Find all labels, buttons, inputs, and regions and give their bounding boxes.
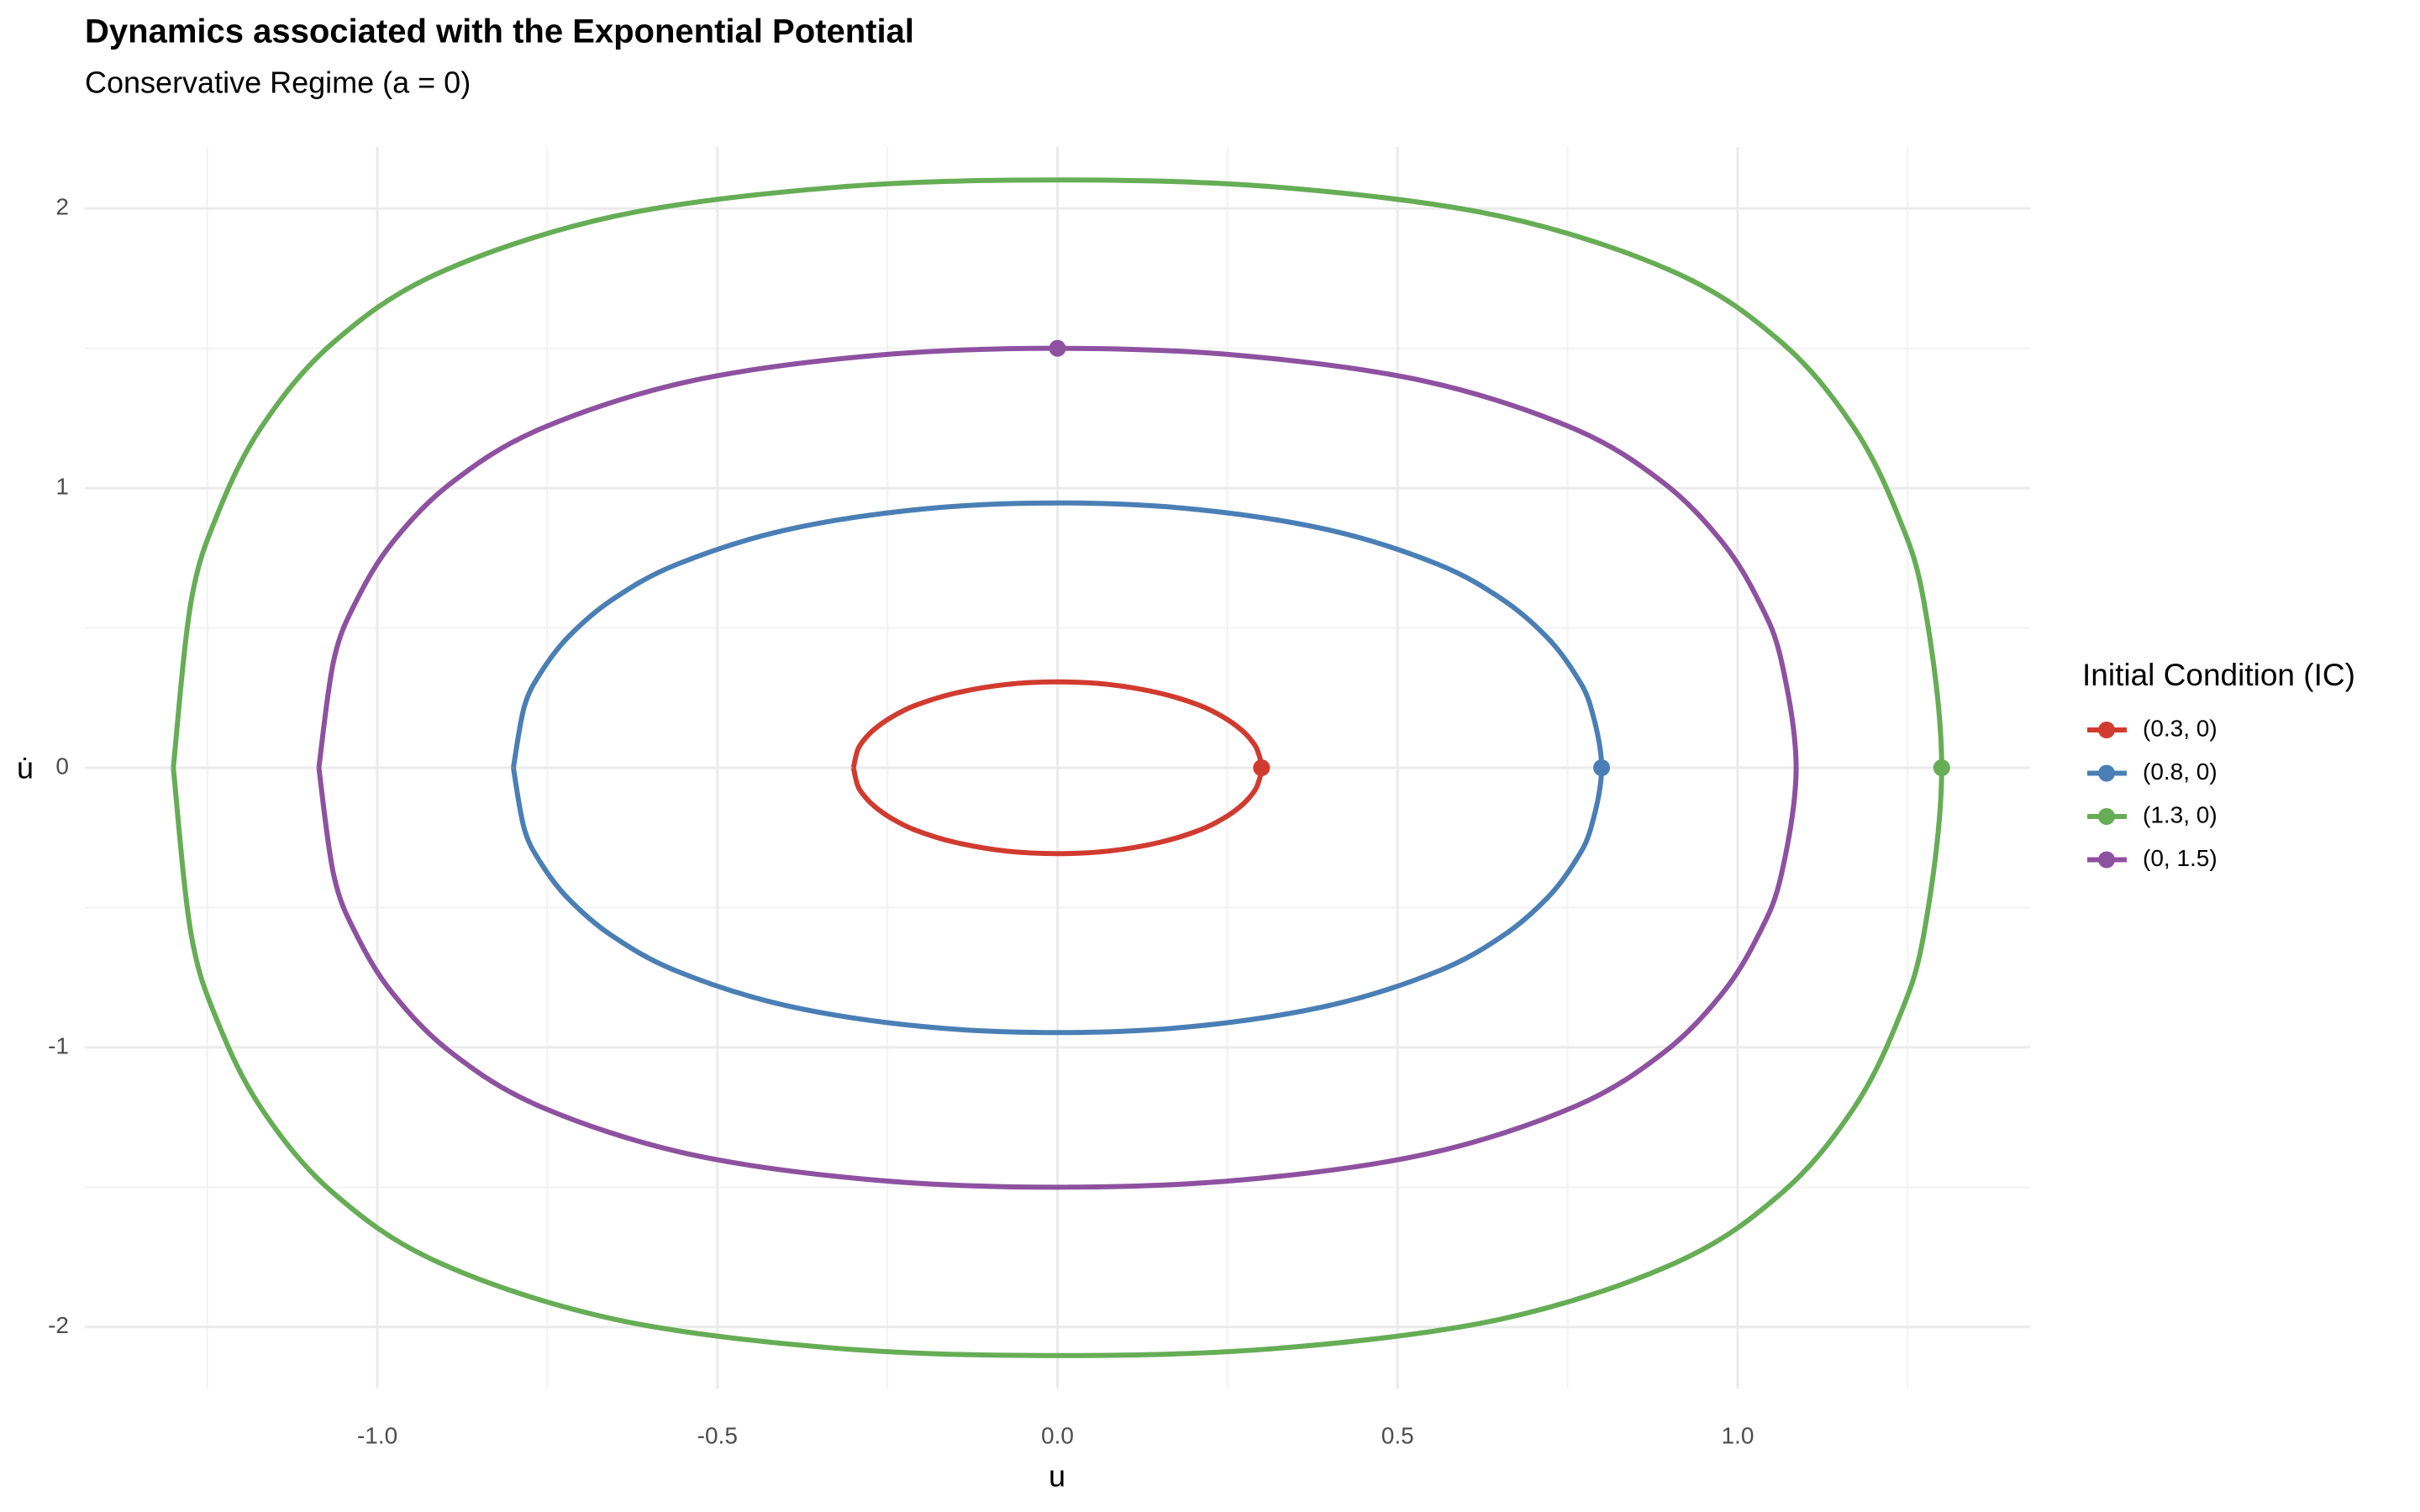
orbit-line [316, 345, 1799, 1190]
x-tick-label: 0.5 [1381, 1422, 1414, 1448]
x-tick-label: 1.0 [1721, 1422, 1754, 1448]
initial-condition-point [1593, 759, 1611, 776]
y-tick-label: -1 [48, 1032, 69, 1058]
chart-title: Dynamics associated with the Exponential… [85, 13, 914, 50]
legend-label: (0.8, 0) [2143, 759, 2217, 785]
legend-label: (1.3, 0) [2143, 801, 2217, 827]
x-tick-label: -1.0 [357, 1422, 397, 1448]
legend-key-point [2098, 851, 2115, 869]
y-tick-label: 0 [55, 753, 69, 779]
initial-condition-point [1253, 759, 1270, 776]
legend-key-point [2098, 764, 2115, 782]
initial-condition-point [1933, 759, 1950, 776]
x-axis-label: u [1049, 1459, 1065, 1494]
chart-subtitle: Conservative Regime (a = 0) [85, 66, 471, 100]
x-tick-label: 0.0 [1041, 1422, 1074, 1448]
y-tick-label: -2 [48, 1312, 69, 1338]
y-axis-label: u̇ [17, 751, 34, 785]
legend-label: (0, 1.5) [2143, 845, 2217, 871]
legend-key-point [2098, 808, 2115, 825]
legend-label: (0.3, 0) [2143, 715, 2217, 741]
y-tick-label: 1 [55, 474, 69, 500]
x-tick-label: -0.5 [697, 1422, 738, 1448]
y-tick-label: 2 [55, 194, 69, 220]
legend-title: Initial Condition (IC) [2082, 658, 2355, 692]
legend-key-point [2098, 722, 2115, 738]
initial-condition-point [1049, 339, 1066, 357]
